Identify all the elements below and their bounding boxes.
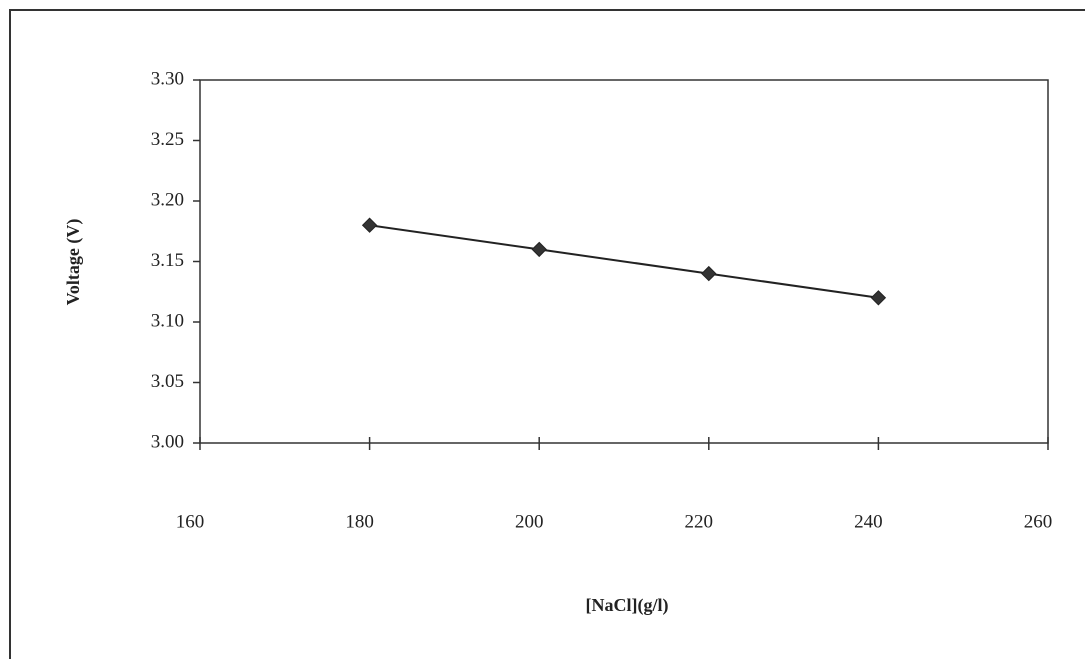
series-line <box>369 224 879 299</box>
data-point <box>870 290 887 306</box>
y-tick-label: 3.25 <box>151 129 184 150</box>
y-tick-label: 3.15 <box>151 250 184 271</box>
y-tick-label: 3.05 <box>151 371 184 392</box>
y-tick-label: 3.10 <box>151 310 184 331</box>
y-tick-label: 3.00 <box>151 431 184 452</box>
x-tick-label: 240 <box>854 511 883 532</box>
frame <box>9 9 1085 659</box>
x-tick-label: 220 <box>685 511 714 532</box>
x-tick-label: 200 <box>515 511 544 532</box>
data-point <box>361 217 378 233</box>
x-axis-title: [NaCl](g/l) <box>586 595 669 616</box>
y-tick-label: 3.20 <box>151 189 184 210</box>
x-tick-label: 180 <box>345 511 374 532</box>
data-point <box>701 265 717 282</box>
y-tick-label: 3.30 <box>151 68 184 89</box>
y-axis-title: Voltage (V) <box>63 219 84 306</box>
data-point <box>531 241 547 258</box>
x-tick-label: 260 <box>1024 511 1053 532</box>
x-tick-label: 160 <box>176 511 205 532</box>
